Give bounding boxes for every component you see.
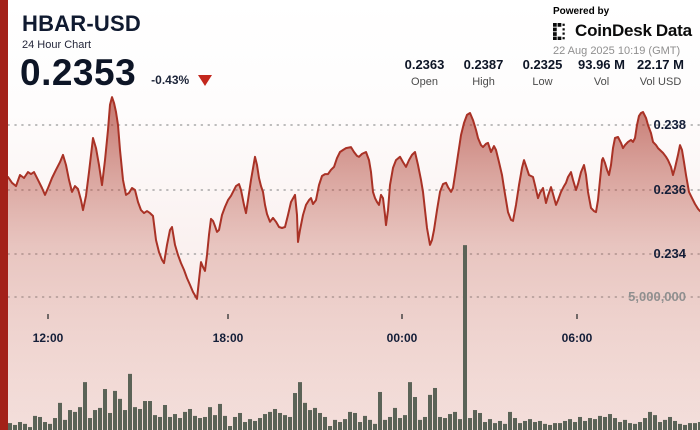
x-axis-label-1200: 12:00 — [32, 331, 64, 345]
y-axis-label-volume: 5,000,000 — [628, 289, 686, 304]
y-axis-label-0234: 0.234 — [653, 246, 686, 261]
stat-open: 0.2363 Open — [395, 57, 454, 88]
powered-by-label: Powered by — [553, 6, 610, 17]
price-area-fill — [8, 97, 700, 430]
stat-volume-value: 93.96 M — [578, 57, 625, 72]
price-change-percent: -0.43% — [151, 73, 190, 87]
chart-subtitle: 24 Hour Chart — [22, 39, 92, 51]
chart-timestamp: 22 Aug 2025 10:19 (GMT) — [553, 45, 681, 57]
stat-high-value: 0.2387 — [463, 57, 504, 72]
left-accent-bar — [0, 0, 8, 430]
stat-volume-label: Vol — [593, 76, 610, 88]
stat-open-label: Open — [411, 76, 438, 88]
stat-volume-usd-value: 22.17 M — [637, 57, 684, 72]
stat-volume-usd-label: Vol USD — [639, 76, 682, 88]
price-line — [7, 96, 700, 300]
stat-high: 0.2387 High — [454, 57, 513, 88]
stat-low: 0.2325 Low — [513, 57, 572, 88]
stat-open-value: 0.2363 — [404, 57, 445, 72]
stat-volume-usd: 22.17 M Vol USD — [631, 57, 690, 88]
x-axis-label-0000: 00:00 — [386, 331, 418, 345]
coindesk-logo-icon — [553, 22, 565, 40]
stat-low-label: Low — [532, 76, 553, 88]
y-axis-label-0238: 0.238 — [653, 117, 686, 132]
page-title-symbol: HBAR-USD — [22, 11, 141, 36]
x-axis-label-0600: 06:00 — [561, 331, 593, 345]
time-axis-ticks — [47, 314, 578, 319]
y-axis-label-0236: 0.236 — [653, 182, 686, 197]
x-axis-label-1800: 18:00 — [212, 331, 244, 345]
stat-volume: 93.96 M Vol — [572, 57, 631, 88]
price-down-triangle-icon — [198, 75, 213, 86]
stat-high-label: High — [472, 76, 495, 88]
brand-name: CoinDesk — [575, 21, 652, 40]
volume-bars — [8, 245, 700, 430]
stat-low-value: 0.2325 — [522, 57, 563, 72]
brand-name-2: Data — [655, 21, 692, 40]
stats-row: 0.2363 Open 0.2387 High 0.2325 Low 93.96… — [395, 57, 691, 88]
current-price: 0.2353 — [20, 52, 137, 93]
coindesk-data-logo[interactable]: CoinDesk Data — [553, 21, 692, 41]
